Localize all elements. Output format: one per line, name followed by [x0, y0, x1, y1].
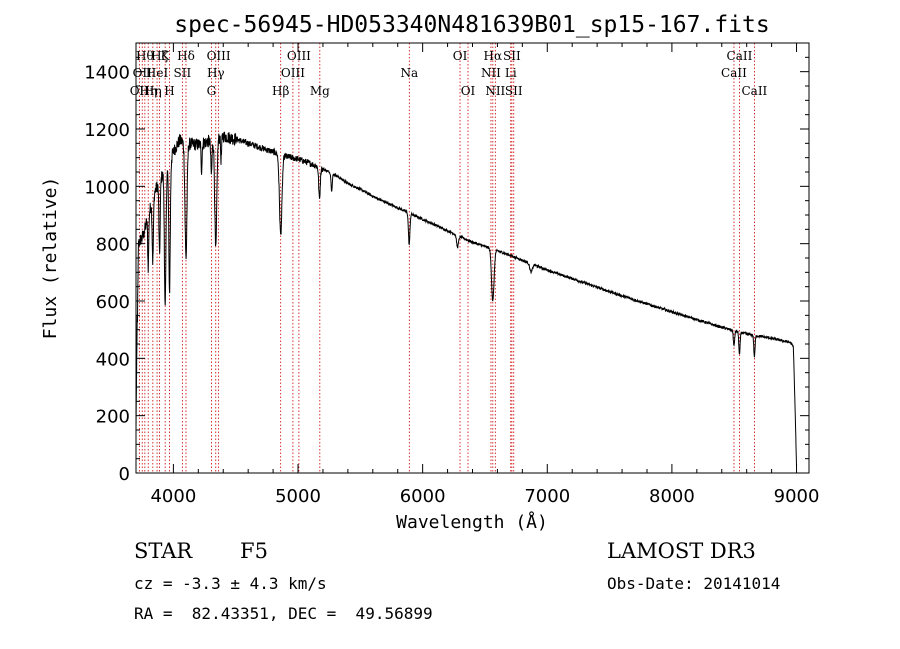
x-axis-ticks: 4000 5000 6000 7000 8000 9000 [150, 43, 819, 507]
spectral-line-label: Hθ [136, 49, 154, 63]
spectral-line-labels: OIIOIIHθHηHηHeIHζKHSIIHδGHγOIIIHβOIIIOII… [130, 49, 768, 98]
spectral-line-label: OIII [287, 49, 311, 63]
x-tick-label: 5000 [275, 486, 321, 507]
spectral-line-label: Hα [484, 49, 503, 63]
spectrum-line [135, 131, 797, 467]
y-tick-label: 1200 [84, 120, 130, 141]
y-tick-label: 800 [96, 235, 130, 256]
plot-frame [135, 42, 810, 474]
spectral-line-label: Hη [139, 84, 157, 98]
spectral-line-label: K [161, 49, 171, 63]
y-axis-label: Flux (relative) [40, 177, 61, 340]
y-tick-label: 200 [96, 407, 130, 428]
x-tick-label: 9000 [774, 486, 820, 507]
spectral-line-label: OI [461, 84, 476, 98]
spectral-line-label: OII [130, 84, 150, 98]
chart-title: spec-56945-HD053340N481639B01_sp15-167.f… [174, 12, 769, 38]
observation-date: Obs-Date: 20141014 [607, 574, 781, 593]
spectral-line-label: NII [481, 66, 501, 80]
spectral-line-label: CaII [741, 84, 767, 98]
spectral-line-label: OIII [207, 49, 231, 63]
spectral-line-label: G [207, 84, 217, 98]
x-tick-label: 6000 [400, 486, 446, 507]
spectral-line-label: OI [453, 49, 468, 63]
x-tick-label: 4000 [150, 486, 196, 507]
object-subclass: F5 [240, 539, 268, 563]
y-tick-label: 600 [96, 292, 130, 313]
spectral-line-label: SII [174, 66, 192, 80]
spectral-line-label: Hζ [151, 49, 168, 63]
spectral-line-label: Li [505, 66, 517, 80]
spectral-line-label: Na [400, 66, 418, 80]
x-axis-label: Wavelength (Å) [396, 511, 548, 533]
redshift-velocity: cz = -3.3 ± 4.3 km/s [134, 574, 327, 593]
spectral-line-label: HeI [146, 66, 169, 80]
x-tick-label: 7000 [524, 486, 570, 507]
y-tick-label: 400 [96, 349, 130, 370]
spectral-line-label: Hβ [272, 84, 289, 98]
spectral-line-label: Hδ [177, 49, 195, 63]
spectral-line-label: CaII [721, 66, 747, 80]
spectral-line-label: H [164, 84, 174, 98]
y-tick-label: 1000 [84, 177, 130, 198]
spectral-line-label: OIII [281, 66, 305, 80]
y-tick-label: 1400 [84, 63, 130, 84]
y-tick-label: 0 [119, 464, 130, 485]
object-class: STAR [134, 539, 193, 563]
spectral-line-label: SII [505, 84, 523, 98]
survey-name: LAMOST DR3 [607, 539, 756, 563]
spectral-line-label: OII [133, 66, 153, 80]
spectral-line-label: CaII [727, 49, 753, 63]
spectral-line-label: Mg [310, 84, 330, 98]
x-tick-label: 8000 [649, 486, 695, 507]
spectral-line-label: Hη [144, 84, 162, 98]
spectral-line-label: NII [485, 84, 505, 98]
spectrum-chart: spec-56945-HD053340N481639B01_sp15-167.f… [40, 12, 819, 533]
y-axis-ticks: 0 200 400 600 800 1000 1200 1400 [84, 42, 809, 485]
sky-coordinates: RA = 82.43351, DEC = 49.56899 [134, 604, 433, 623]
spectral-line-markers [138, 43, 755, 473]
spectral-line-label: Hγ [207, 66, 225, 80]
spectral-line-label: SII [503, 49, 521, 63]
